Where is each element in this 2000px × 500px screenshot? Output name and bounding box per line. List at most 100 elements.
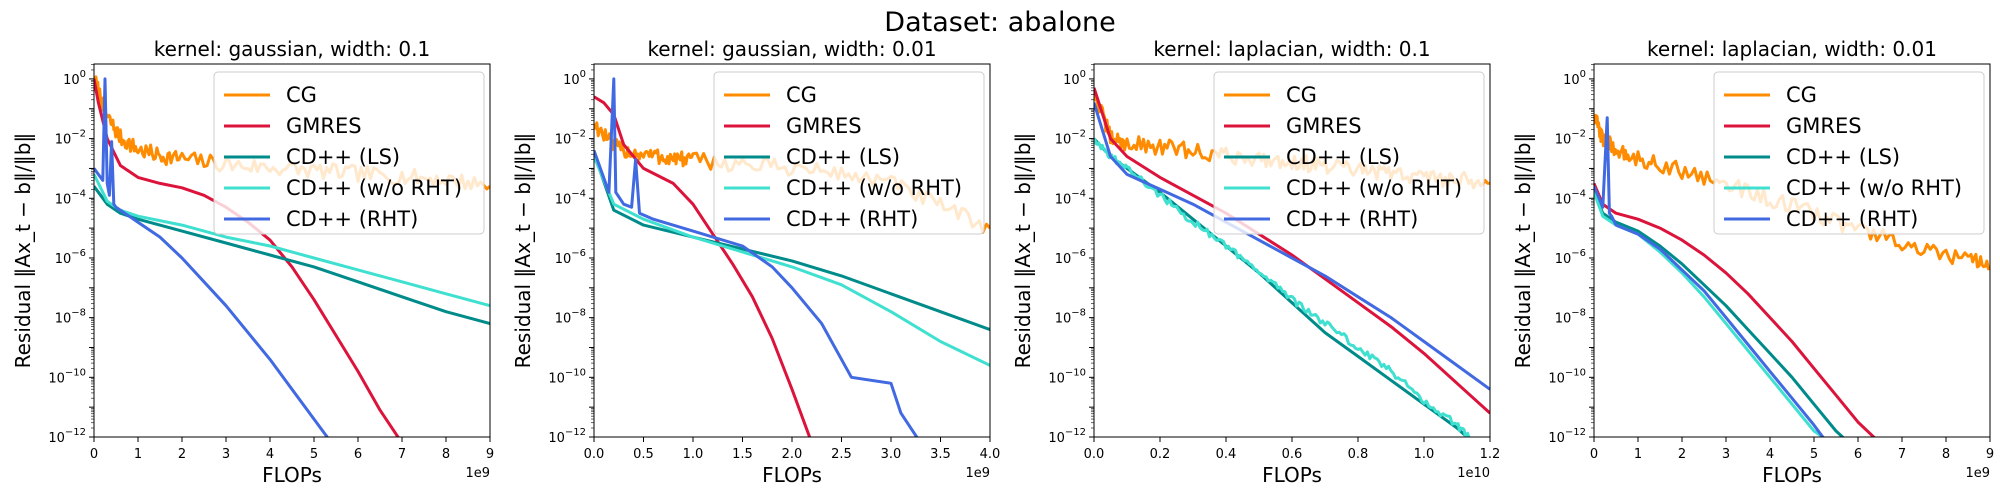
x-tick-label: 5 [1810, 447, 1818, 462]
legend: CG GMRES CD++ (LS) CD++ (w/o RHT) CD++ (RHT) [213, 71, 485, 235]
x-tick-label: 3.0 [881, 447, 902, 462]
x-axis-label: FLOPs [1262, 463, 1322, 487]
y-tick-label: 10−6 [555, 248, 586, 267]
x-tick-label: 0.5 [633, 447, 654, 462]
x-tick-label: 5 [310, 447, 318, 462]
y-tick-label: 10−4 [1055, 188, 1086, 207]
panel-4: kernel: laplacian, width: 0.01 10−12 10−10… [1511, 37, 1994, 487]
y-tick-label: 10−6 [1555, 248, 1586, 267]
x-tick-label: 9 [486, 447, 494, 462]
axes-frame [1593, 63, 1991, 438]
y-tick-label: 10−10 [48, 367, 86, 386]
x-tick-label: 3.5 [930, 447, 951, 462]
y-tick-label: 10−8 [555, 308, 586, 327]
x-tick-label: 2.5 [831, 447, 852, 462]
y-tick-label: 10−2 [555, 129, 586, 148]
y-tick-label: 10−4 [1555, 188, 1586, 207]
y-tick-label: 10−8 [1555, 308, 1586, 327]
x-axis-label: FLOPs [262, 463, 322, 487]
legend-label: GMRES [1786, 114, 1862, 138]
legend-label: CD++ (w/o RHT) [1786, 176, 1962, 200]
legend-label: CG [1786, 83, 1817, 107]
series-line-cd-ls [94, 185, 490, 326]
x-tick-label: 2 [1678, 447, 1686, 462]
x-tick-label: 8 [442, 447, 450, 462]
legend-label: CD++ (w/o RHT) [1286, 176, 1462, 200]
y-tick-label: 10−12 [548, 427, 586, 446]
panel-2: kernel: gaussian, width: 0.01 10−12 10−10 1… [511, 37, 1000, 487]
x-tick-label: 9 [1986, 447, 1994, 462]
series-line-cd-ls [594, 153, 990, 332]
x-tick-label: 1 [1634, 447, 1642, 462]
x-tick-label: 1.0 [683, 447, 704, 462]
legend-label: CG [286, 83, 317, 107]
legend-label: CG [786, 83, 817, 107]
figure-title: Dataset: abalone [884, 7, 1115, 38]
series-line-gmres [1594, 182, 1876, 437]
x-tick-label: 4.0 [980, 447, 1001, 462]
panel-title: kernel: laplacian, width: 0.1 [1153, 37, 1430, 61]
series-line-cd-rht [594, 77, 919, 437]
series-line-cd-rht [1594, 116, 1825, 437]
series-line-cd-ls [1594, 191, 1845, 437]
x-tick-label: 3 [222, 447, 230, 462]
y-tick-label: 10−4 [55, 188, 86, 207]
series-line-cd-rht [94, 77, 330, 437]
x-tick-label: 7 [1898, 447, 1906, 462]
x-tick-label: 2 [178, 447, 186, 462]
legend-label: CD++ (w/o RHT) [786, 176, 962, 200]
x-tick-label: 1 [134, 447, 142, 462]
x-tick-label: 0.2 [1150, 447, 1171, 462]
legend-label: CD++ (LS) [786, 145, 900, 169]
y-tick-label: 10−12 [1048, 427, 1086, 446]
legend-box [1213, 71, 1485, 235]
x-tick-label: 0 [1590, 447, 1598, 462]
x-tick-label: 0.4 [1216, 447, 1237, 462]
x-tick-label: 1.0 [1414, 447, 1435, 462]
legend-label: CD++ (RHT) [286, 207, 418, 231]
y-tick-label: 10−2 [55, 129, 86, 148]
x-tick-label: 1.2 [1480, 447, 1501, 462]
y-tick-label: 100 [63, 69, 86, 88]
y-tick-label: 10−10 [1548, 367, 1586, 386]
x-tick-label: 0.0 [1084, 447, 1105, 462]
x-offset-label: 1e10 [1457, 466, 1490, 481]
series-line-cd-w-o-rht [1094, 137, 1472, 437]
panel-title: kernel: gaussian, width: 0.1 [154, 37, 430, 61]
x-tick-label: 0 [90, 447, 98, 462]
y-tick-label: 10−2 [1555, 129, 1586, 148]
legend: CG GMRES CD++ (LS) CD++ (w/o RHT) CD++ (RHT) [1713, 71, 1985, 235]
panel-title: kernel: laplacian, width: 0.01 [1647, 37, 1937, 61]
x-axis-label: FLOPs [1762, 463, 1822, 487]
y-tick-label: 10−10 [1048, 367, 1086, 386]
legend-label: CD++ (LS) [1786, 145, 1900, 169]
x-axis-label: FLOPs [762, 463, 822, 487]
panel-1: kernel: gaussian, width: 0.110−1210−1010… [11, 37, 494, 487]
y-tick-label: 100 [563, 69, 586, 88]
y-tick-label: 10−8 [55, 308, 86, 327]
y-tick-label: 10−6 [1055, 248, 1086, 267]
y-axis-label: Residual ‖Ax_t − b‖/‖b‖ [1011, 133, 1035, 369]
y-tick-label: 10−10 [548, 367, 586, 386]
y-tick-label: 100 [1563, 69, 1586, 88]
legend-label: CD++ (RHT) [1786, 207, 1918, 231]
legend-label: CD++ (w/o RHT) [286, 176, 462, 200]
legend-label: CD++ (RHT) [1286, 207, 1418, 231]
plot-area [594, 77, 990, 437]
x-tick-label: 4 [266, 447, 274, 462]
legend-label: CD++ (LS) [1286, 145, 1400, 169]
series-line-cd-rht [1094, 102, 1490, 391]
x-tick-label: 6 [1854, 447, 1862, 462]
x-tick-label: 6 [354, 447, 362, 462]
y-tick-label: 100 [1063, 69, 1086, 88]
series-line-cd-w-o-rht [594, 155, 990, 367]
y-axis-label: Residual ‖Ax_t − b‖/‖b‖ [1511, 133, 1535, 369]
panel-3: kernel: laplacian, width: 0.1 10−12 10−10 1… [1011, 37, 1500, 487]
y-tick-label: 10−2 [1055, 129, 1086, 148]
x-tick-label: 0.0 [584, 447, 605, 462]
x-tick-label: 0.8 [1348, 447, 1369, 462]
legend-box [213, 71, 485, 235]
x-tick-label: 4 [1766, 447, 1774, 462]
legend-label: GMRES [1286, 114, 1362, 138]
x-tick-label: 0.6 [1282, 447, 1303, 462]
